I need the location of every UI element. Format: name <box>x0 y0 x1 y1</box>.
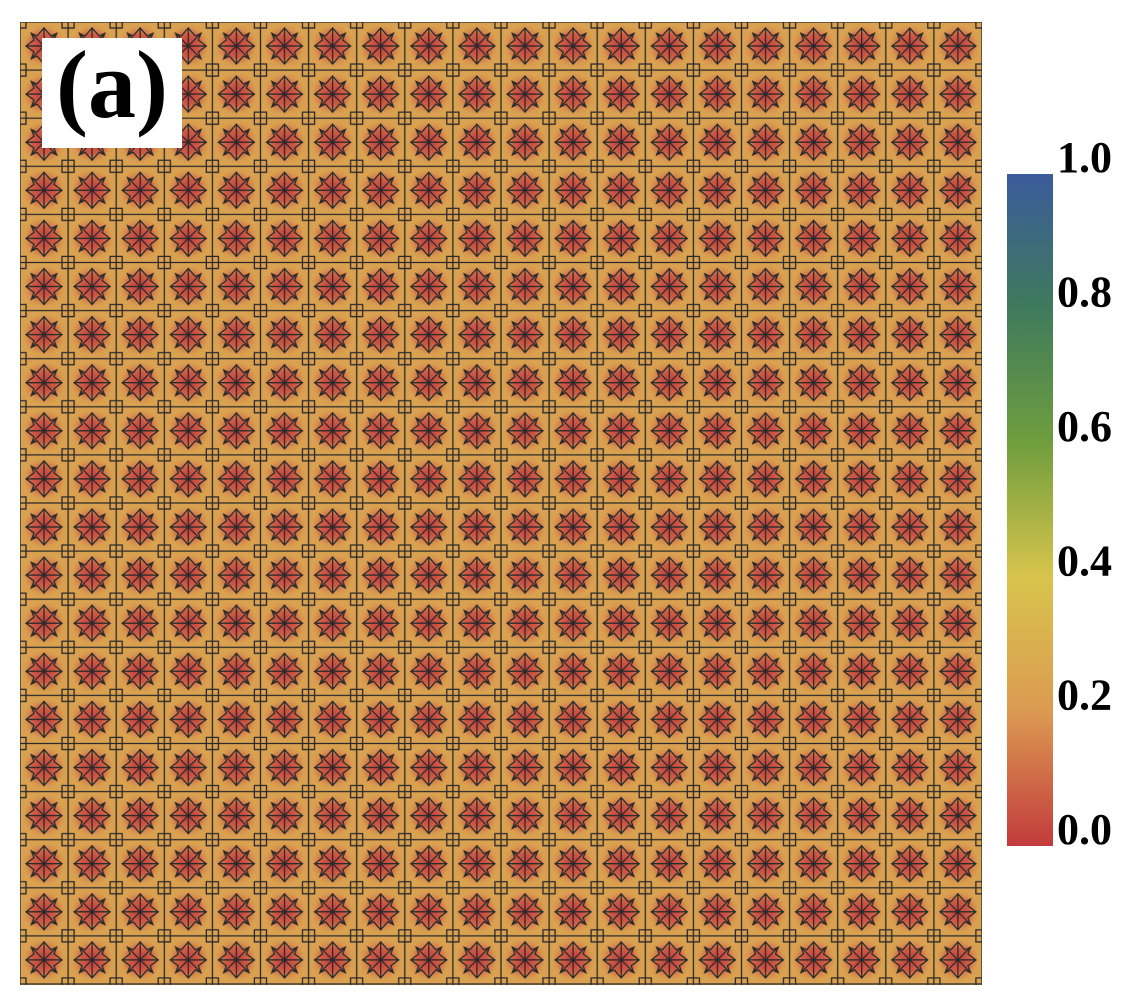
colorbar: 0.0 0.2 0.4 0.6 0.8 1.0 <box>1007 133 1112 854</box>
colorbar-tick-label: 0.8 <box>1057 267 1112 316</box>
panel-label: (a) <box>56 31 168 138</box>
colorbar-tick-label: 1.0 <box>1057 133 1112 182</box>
colorbar-tick-label: 0.0 <box>1057 805 1112 854</box>
colorbar-tick-label: 0.2 <box>1057 671 1112 720</box>
tiling-map <box>20 22 982 985</box>
colorbar-tick-label: 0.4 <box>1057 536 1112 585</box>
panel-label-box <box>42 38 182 148</box>
colorbar-scale <box>1007 174 1053 846</box>
colorbar-tick-label: 0.6 <box>1057 402 1112 451</box>
